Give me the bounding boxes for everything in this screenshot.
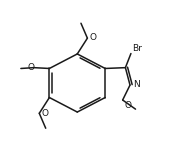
Text: O: O bbox=[89, 33, 96, 42]
Text: O: O bbox=[28, 63, 35, 72]
Text: O: O bbox=[41, 109, 48, 118]
Text: Br: Br bbox=[132, 44, 142, 53]
Text: O: O bbox=[124, 101, 131, 110]
Text: N: N bbox=[133, 80, 139, 89]
